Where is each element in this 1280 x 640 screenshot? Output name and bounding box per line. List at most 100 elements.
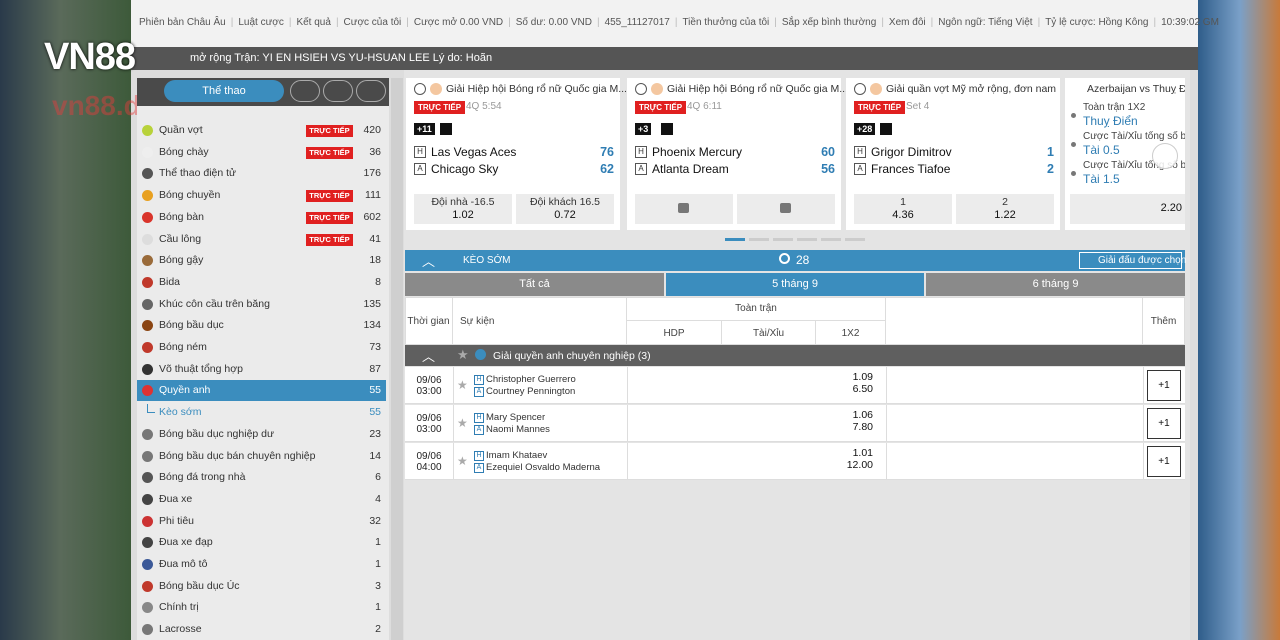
sport-name[interactable]: Kèo sớm: [159, 406, 202, 419]
next-button[interactable]: [1152, 143, 1178, 169]
top-bar-item[interactable]: Kết quả: [296, 17, 331, 28]
sport-name[interactable]: Bóng chày: [159, 145, 209, 158]
star-icon[interactable]: ★: [457, 347, 469, 362]
sport-name[interactable]: Bóng bầu dục bán chuyên nghiệp: [159, 449, 316, 462]
sport-name[interactable]: Quần vợt: [159, 124, 203, 136]
sport-name[interactable]: Cầu lông: [159, 232, 202, 245]
sport-name[interactable]: Bóng đá trong nhà: [159, 471, 246, 484]
top-bar-item[interactable]: 455_11127017: [604, 17, 670, 28]
odds-box[interactable]: [854, 194, 952, 224]
carousel-dot[interactable]: [725, 238, 745, 241]
odds-box[interactable]: [414, 194, 512, 224]
sport-name[interactable]: Bóng chuyền: [159, 189, 221, 202]
market: Toàn trận 1X2: [1083, 102, 1146, 113]
odds-value[interactable]: 12.00: [846, 459, 873, 471]
more-button[interactable]: +1: [1147, 370, 1181, 401]
top-bar-item[interactable]: Số dư: 0.00 VND: [515, 17, 592, 28]
league-icon: [414, 83, 426, 95]
top-bar-item[interactable]: Xem đôi: [888, 17, 926, 28]
price-box[interactable]: [1070, 194, 1185, 224]
header-1x2: 1X2: [816, 321, 886, 345]
top-bar-item[interactable]: Cược mở 0.00 VND: [413, 17, 504, 28]
odds-value[interactable]: 7.80: [852, 421, 873, 433]
sport-count: 6: [375, 471, 381, 484]
sport-name[interactable]: Chính trị: [159, 601, 199, 614]
sport-name[interactable]: Bóng ném: [159, 341, 207, 353]
odds-label: 2: [1002, 196, 1008, 208]
top-bar-item[interactable]: Sắp xếp bình thường: [781, 17, 877, 28]
more-markets[interactable]: +28: [854, 123, 876, 135]
more-button[interactable]: +1: [1147, 408, 1181, 439]
video-icon: [440, 123, 452, 135]
collapse-icon[interactable]: ︿: [422, 349, 436, 364]
top-bar-item[interactable]: Tỷ lệ cược: Hồng Kông: [1045, 17, 1149, 28]
separator: |: [774, 17, 777, 28]
sport-name[interactable]: Đua xe: [159, 492, 193, 505]
league-icon: [870, 83, 882, 95]
sport-name[interactable]: Bida: [159, 275, 181, 288]
sport-tab[interactable]: Thể thao: [164, 80, 284, 102]
star-icon[interactable]: ★: [457, 454, 468, 468]
home-name: Christopher Guerrero: [486, 374, 576, 385]
side-card-title: Azerbaijan vs Thuỵ Đi: [1087, 83, 1185, 95]
odds-box[interactable]: [516, 194, 614, 224]
top-bar-item[interactable]: Cược của tôi: [343, 17, 402, 28]
odds-value[interactable]: 1.01: [852, 447, 873, 459]
carousel-dot[interactable]: [773, 238, 793, 241]
sport-name[interactable]: Bóng bầu dục: [159, 319, 224, 332]
more-button[interactable]: +1: [1147, 446, 1181, 477]
sidebar-icon-button[interactable]: [290, 80, 320, 102]
sport-name[interactable]: Khúc côn cầu trên băng: [159, 297, 270, 310]
league-icon: [635, 83, 647, 95]
sport-count: 1: [375, 601, 381, 614]
more-markets[interactable]: +3: [635, 123, 652, 135]
match-time: Set 4: [906, 101, 930, 112]
refresh-icon[interactable]: [779, 253, 790, 264]
sport-item-active[interactable]: [137, 380, 386, 402]
sidebar-icon-button[interactable]: [356, 80, 386, 102]
star-icon[interactable]: ★: [457, 378, 468, 392]
sport-name[interactable]: Thể thao điện tử: [159, 167, 237, 180]
collapse-icon[interactable]: ︿: [422, 254, 436, 269]
team-score: 62: [600, 162, 614, 176]
team-score: 60: [821, 145, 835, 159]
sidebar: [137, 78, 389, 640]
top-bar-item[interactable]: 10:39:02 GM: [1161, 17, 1219, 28]
home-name: Imam Khataev: [486, 450, 548, 461]
sport-count: 420: [363, 124, 381, 136]
date-tab[interactable]: Tất cả: [405, 273, 664, 296]
sport-name[interactable]: Bóng bầu dục Úc: [159, 579, 240, 592]
more-markets[interactable]: +11: [414, 123, 435, 135]
filter-button[interactable]: Giải đấu được chọn: [1079, 252, 1186, 269]
team-name: Chicago Sky: [431, 162, 499, 176]
carousel-dot[interactable]: [797, 238, 817, 241]
odds-value[interactable]: 1.06: [852, 409, 873, 421]
sidebar-icon-button[interactable]: [323, 80, 353, 102]
sport-name[interactable]: Bóng bầu dục nghiệp dư: [159, 427, 275, 440]
top-bar-item[interactable]: Tiền thưởng của tôi: [682, 17, 770, 28]
date-tab[interactable]: 6 tháng 9: [926, 273, 1185, 296]
cell-divider: [453, 443, 454, 480]
carousel-dot[interactable]: [749, 238, 769, 241]
sport-name[interactable]: Lacrosse: [159, 623, 202, 636]
sport-name[interactable]: Bóng bàn: [159, 210, 204, 223]
event-time: 04:00: [416, 462, 442, 473]
date-tab-active[interactable]: 5 tháng 9: [666, 273, 924, 296]
sport-name[interactable]: Phi tiêu: [159, 514, 195, 527]
sport-name[interactable]: Đua xe đạp: [159, 536, 213, 549]
sport-name[interactable]: Đua mô tô: [159, 558, 208, 570]
market: Cược Tài/Xỉu tổng số b: [1083, 160, 1185, 171]
odds-value[interactable]: 1.09: [852, 371, 873, 383]
star-icon[interactable]: ★: [457, 416, 468, 430]
odds-value[interactable]: 6.50: [852, 383, 873, 395]
sport-name[interactable]: Bóng gậy: [159, 254, 204, 267]
home-name: Mary Spencer: [486, 412, 546, 423]
top-bar-item[interactable]: Luật cược: [238, 17, 284, 28]
sport-name[interactable]: Quyền anh: [159, 384, 211, 397]
carousel-dot[interactable]: [821, 238, 841, 241]
top-bar-item[interactable]: Ngôn ngữ: Tiếng Việt: [938, 17, 1033, 28]
carousel-dot[interactable]: [845, 238, 865, 241]
odds-box[interactable]: [956, 194, 1054, 224]
top-bar-item[interactable]: Phiên bản Châu Âu: [139, 17, 226, 28]
sport-name[interactable]: Võ thuật tổng hợp: [159, 362, 243, 375]
